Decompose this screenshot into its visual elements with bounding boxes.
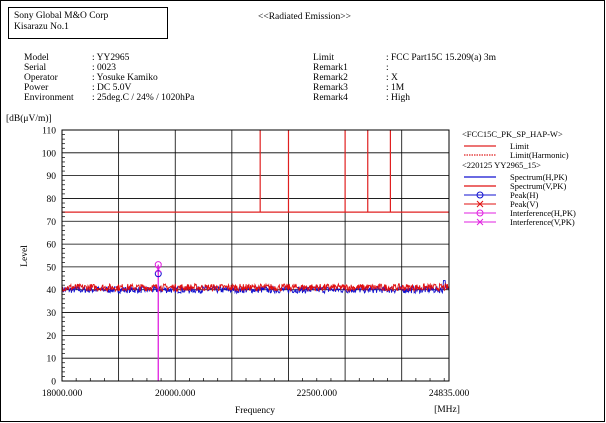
x-tick-label: 22500.000	[297, 389, 338, 399]
info-label-remark3: Remark3	[313, 83, 348, 93]
legend-entry: Peak(H)	[464, 190, 538, 200]
interference-v-marker	[154, 265, 162, 273]
report-title: <<Radiated Emission>>	[258, 12, 351, 22]
series	[61, 280, 450, 295]
info-value-remark3: : 1M	[386, 83, 405, 93]
legend-swatch-cross	[476, 200, 484, 208]
legend-swatch-cross	[476, 218, 484, 226]
info-value-environment: : 25deg.C / 24% / 1020hPa	[92, 93, 195, 103]
y-tick-label: 90	[47, 172, 57, 182]
y-tick-label: 50	[47, 263, 57, 273]
info-label-remark1: Remark1	[313, 63, 348, 73]
legend-group2-title: <220125 YY2965_15>	[462, 160, 541, 170]
info-label-model: Model	[24, 53, 49, 63]
info-value-remark2: : X	[386, 73, 398, 83]
y-tick-label: 40	[47, 286, 57, 296]
x-axis-label: Frequency	[235, 406, 275, 416]
x-ticks: 18000.000 20000.000 22500.000 24835.000	[42, 389, 470, 399]
y-axis-label: Level	[20, 245, 30, 267]
y-tick-label: 110	[42, 127, 56, 137]
info-label-operator: Operator	[24, 73, 58, 83]
x-axis-unit: [MHz]	[434, 405, 460, 415]
info-label-remark4: Remark4	[313, 93, 348, 103]
legend-label: Interference(V,PK)	[510, 217, 575, 227]
info-right-labels: Limit Remark1 Remark2 Remark3 Remark4	[313, 53, 348, 103]
legend-entry: Limit(Harmonic)	[464, 150, 569, 160]
legend-label: Peak(H)	[510, 190, 538, 200]
legend-group1-title: <FCC15C_PK_SP_HAP-W>	[462, 129, 563, 139]
info-label-limit: Limit	[313, 53, 335, 63]
info-label-environment: Environment	[24, 93, 74, 103]
y-ticks: 0 10 20 30 40 50 60 70 80 90 100 110	[42, 127, 65, 388]
x-tick-label: 18000.000	[42, 389, 83, 399]
info-label-power: Power	[24, 83, 49, 93]
legend-label: Spectrum(H,PK)	[510, 172, 568, 182]
legend-swatch-circle	[476, 191, 484, 199]
y-tick-label: 0	[51, 378, 56, 388]
y-tick-label: 20	[47, 332, 57, 342]
x-tick-label: 20000.000	[155, 389, 196, 399]
info-value-power: : DC 5.0V	[92, 83, 132, 93]
legend-label: Limit	[510, 141, 530, 151]
legend-label: Limit(Harmonic)	[510, 150, 569, 160]
y-tick-label: 10	[47, 355, 57, 365]
y-tick-label: 80	[47, 195, 57, 205]
legend-entry: Spectrum(V,PK)	[464, 181, 566, 191]
company-site: Kisarazu No.1	[14, 22, 69, 32]
info-value-serial: : 0023	[92, 63, 117, 73]
info-value-remark1: :	[386, 63, 389, 73]
y-tick-label: 30	[47, 309, 57, 319]
y-tick-label: 70	[47, 218, 57, 228]
info-left-labels: Model Serial Operator Power Environment	[24, 53, 74, 103]
limit-lines	[62, 130, 449, 213]
legend-label: Spectrum(V,PK)	[510, 181, 566, 191]
legend-label: Interference(H,PK)	[510, 208, 576, 218]
peak-h-marker	[154, 270, 162, 278]
x-tick-label: 24835.000	[429, 389, 470, 399]
info-value-model: : YY2965	[92, 53, 130, 63]
legend: <FCC15C_PK_SP_HAP-W> <220125 YY2965_15> …	[462, 129, 576, 227]
info-left-values: : YY2965 : 0023 : Yosuke Kamiko : DC 5.0…	[92, 53, 194, 103]
legend-swatch-circle	[476, 209, 484, 217]
company-box: Sony Global M&O Corp Kisarazu No.1	[8, 7, 168, 39]
interference-h-marker	[154, 261, 162, 269]
company-name: Sony Global M&O Corp	[14, 11, 109, 21]
spectrum-v-trace	[61, 282, 450, 293]
info-value-remark4: : High	[386, 93, 411, 103]
info-value-limit: : FCC Part15C 15.209(a) 3m	[386, 53, 497, 63]
legend-entry: Interference(H,PK)	[464, 208, 576, 218]
markers	[154, 261, 162, 381]
y-axis-unit: [dB(μV/m)]	[6, 113, 52, 124]
legend-entry: Peak(V)	[464, 199, 538, 209]
legend-label: Peak(V)	[510, 199, 538, 209]
legend-entry: Interference(V,PK)	[464, 217, 575, 227]
y-tick-label: 60	[47, 241, 57, 251]
info-right-values: : FCC Part15C 15.209(a) 3m : : X : 1M : …	[386, 53, 496, 103]
y-tick-label: 100	[42, 149, 57, 159]
info-label-serial: Serial	[24, 63, 47, 73]
legend-entry: Limit	[464, 141, 530, 151]
plot-border	[61, 129, 450, 382]
info-label-remark2: Remark2	[313, 73, 348, 83]
info-value-operator: : Yosuke Kamiko	[92, 73, 158, 83]
legend-entry: Spectrum(H,PK)	[464, 172, 568, 182]
